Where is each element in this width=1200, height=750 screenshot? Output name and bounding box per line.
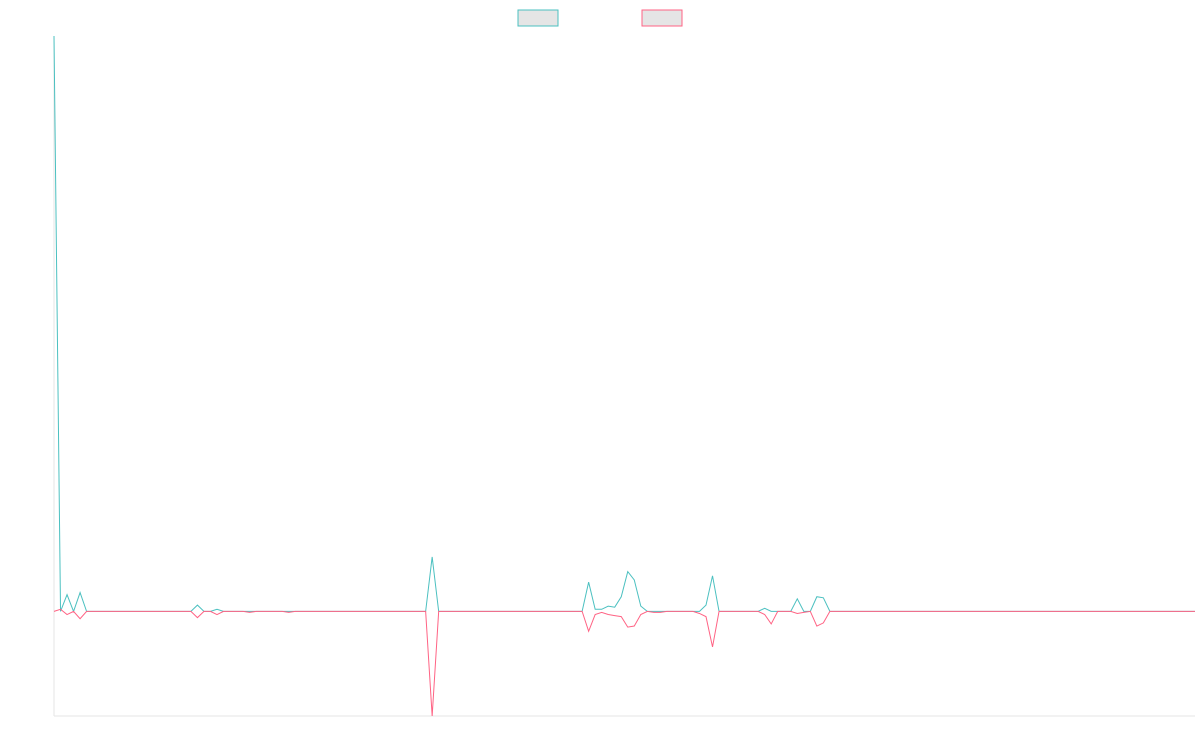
chart-series [53,35,1195,717]
series-1-line[interactable] [53,35,1195,613]
legend-item[interactable] [641,9,683,27]
chart-legend [517,9,683,27]
series-2-line[interactable] [53,608,1195,717]
legend-swatch [517,9,559,27]
legend-swatch [641,9,683,27]
legend-item[interactable] [517,9,559,27]
chart-axes [53,36,1195,717]
